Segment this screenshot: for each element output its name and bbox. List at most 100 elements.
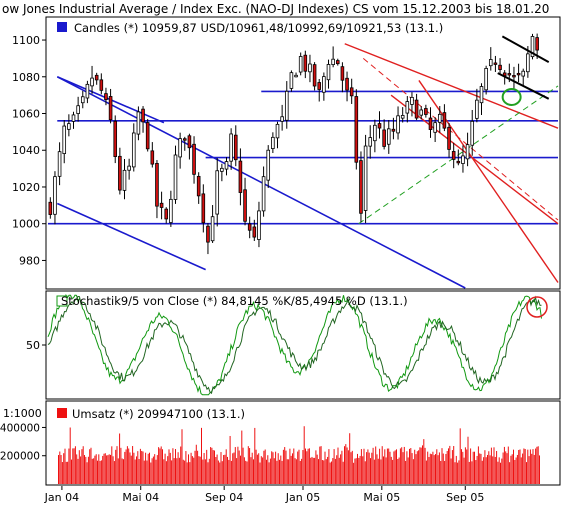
volume-bar [206,449,208,484]
candle-body [373,124,377,142]
volume-bar [337,447,339,484]
volume-bar [78,450,80,484]
volume-bar [251,452,253,484]
candle-body [428,117,433,130]
volume-bar [396,449,397,484]
volume-y-axis: 400000 200000 [0,422,46,463]
volume-bar [359,455,361,484]
candle-body [340,66,345,81]
volume-bar [448,448,449,484]
volume-bar [301,458,303,484]
red-channel-lower [418,80,559,283]
volume-bar [327,456,329,484]
volume-bar [513,449,514,484]
volume-bar [468,461,470,484]
volume-bar [475,460,477,484]
candle-body [67,123,71,130]
candle-body [127,165,131,171]
volume-bar [329,462,331,484]
volume-bar [258,453,260,484]
volume-bar [539,455,540,484]
volume-bar [246,461,248,484]
volume-bar [116,446,118,484]
volume-bar [151,458,153,484]
volume-bar [149,452,150,484]
candle-body [498,64,502,70]
volume-bar [535,448,537,484]
volume-bar [219,462,221,484]
volume-bar [214,450,215,484]
candle-body [400,115,405,119]
volume-bar [522,453,524,484]
volume-bar [99,460,101,484]
candle-body [317,82,322,90]
volume-bar [145,452,147,484]
volume-bar [503,446,505,484]
volume-bar [431,454,433,484]
volume-bar [190,452,192,484]
volume-bar [284,447,286,484]
volume-bar [264,449,266,484]
candle-body [447,126,451,150]
candle-body [488,59,493,67]
volume-bar [169,452,171,484]
candle-body [294,74,298,78]
volume-bar [217,460,219,484]
chart-title: ow Jones Industrial Average / Index Exc.… [2,2,549,16]
candle-body [182,138,187,141]
volume-bar [454,462,456,484]
volume-bar [308,448,310,484]
candle-body [377,123,382,129]
candle-body [192,143,196,175]
volume-bar [449,445,451,484]
candle-body [521,70,526,77]
candle-body [159,202,164,208]
volume-y-tick-label: 200000 [0,451,40,463]
volume-bar [501,458,503,484]
volume-bar [392,459,394,484]
volume-bar [256,454,258,484]
volume-bar [242,447,244,484]
volume-bar [253,459,254,484]
volume-bar [212,450,214,484]
volume-bar [338,457,340,484]
volume-bar [288,459,290,484]
volume-bar [165,461,167,484]
volume-bar [319,446,321,484]
volume-bar [289,448,291,484]
volume-bar [133,452,135,484]
volume-bar [199,456,201,484]
volume-bar [418,450,420,484]
volume-bar [318,459,319,484]
volume-bar [476,455,478,484]
candle-body [479,86,484,104]
candle-body [99,79,104,91]
volume-bar [385,457,387,484]
candle-body [396,115,400,134]
volume-bar [286,459,288,484]
volume-bar [106,455,108,484]
volume-bar [323,460,325,484]
price-overlays [497,35,550,106]
volume-bar [236,458,238,484]
volume-bar [193,457,195,484]
volume-bar [398,457,400,484]
volume-bar [273,458,275,484]
volume-bar [371,452,373,484]
volume-bar [180,446,182,484]
volume-bar [138,459,140,484]
volume-bar [484,450,486,484]
volume-bar [158,447,160,484]
candle-body [442,112,447,129]
candle-body [141,108,145,123]
volume-bar [376,454,378,484]
candle-body [224,161,229,170]
volume-bar [414,449,416,484]
candle-body [210,216,215,242]
candle-body [62,125,67,154]
volume-bar [245,460,247,484]
candle-body [386,128,391,145]
volume-bar [84,455,85,484]
candle-body [131,132,136,168]
volume-bar [427,451,429,484]
